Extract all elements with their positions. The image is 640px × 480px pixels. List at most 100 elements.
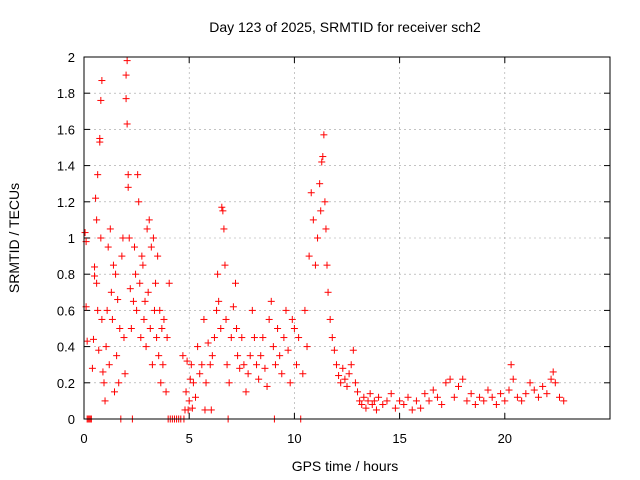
data-point	[146, 325, 154, 332]
data-point	[271, 361, 279, 369]
data-point	[240, 361, 248, 369]
data-point	[139, 261, 147, 269]
data-point	[83, 337, 91, 345]
data-point	[115, 379, 123, 387]
y-tick-label: 0	[68, 412, 75, 427]
data-point	[97, 96, 105, 104]
data-point	[215, 297, 223, 305]
data-point	[261, 364, 269, 372]
data-point	[165, 279, 173, 287]
data-point	[471, 401, 479, 409]
y-tick-label: 1.6	[57, 122, 75, 137]
data-point	[184, 406, 192, 414]
y-tick-label: 1.8	[57, 86, 75, 101]
data-point	[288, 315, 296, 323]
data-point	[202, 379, 210, 387]
data-point	[250, 334, 258, 342]
y-tick-label: 0.2	[57, 376, 75, 391]
data-point	[229, 303, 237, 311]
data-point	[148, 361, 156, 369]
data-point	[183, 357, 191, 365]
data-point	[321, 198, 329, 206]
data-point	[208, 352, 216, 360]
data-point	[99, 368, 107, 376]
data-point	[94, 171, 102, 179]
data-point	[335, 372, 343, 380]
data-point	[547, 375, 555, 383]
y-tick-label: 2	[68, 50, 75, 65]
data-point	[282, 306, 290, 314]
data-point	[160, 315, 168, 323]
data-point	[155, 352, 163, 360]
data-point	[118, 252, 126, 260]
data-point	[421, 390, 429, 398]
data-point	[97, 234, 105, 242]
data-point	[142, 343, 150, 351]
data-point	[543, 390, 551, 398]
data-point	[488, 393, 496, 401]
data-point	[125, 234, 133, 242]
data-point	[108, 315, 116, 323]
data-point	[234, 352, 242, 360]
x-tick-label: 15	[392, 431, 406, 446]
data-point	[417, 404, 425, 412]
data-point	[316, 180, 324, 188]
data-point	[92, 194, 100, 202]
data-point	[113, 352, 121, 360]
data-point	[484, 386, 492, 394]
y-axis-label: SRMTID / TECUs	[6, 183, 22, 293]
data-point	[107, 288, 115, 296]
data-point	[111, 388, 119, 396]
data-point	[530, 386, 538, 394]
data-point	[105, 361, 113, 369]
grid-lines	[84, 57, 610, 419]
data-point	[157, 379, 165, 387]
data-point	[93, 279, 101, 287]
data-point	[267, 297, 275, 305]
data-point	[412, 397, 420, 405]
data-point	[539, 382, 547, 390]
data-point	[159, 361, 167, 369]
data-point	[127, 325, 135, 332]
data-point	[246, 352, 254, 360]
data-point	[433, 393, 441, 401]
data-point	[201, 406, 209, 414]
y-tick-label: 1.2	[57, 195, 75, 210]
data-point	[135, 198, 143, 206]
data-point	[309, 216, 317, 224]
data-point	[360, 393, 368, 401]
data-point	[284, 346, 292, 354]
data-point	[278, 370, 286, 378]
data-point	[295, 334, 303, 342]
data-point	[238, 334, 246, 342]
data-point	[185, 397, 193, 405]
data-point	[101, 397, 109, 405]
data-point	[255, 375, 263, 383]
data-point	[354, 388, 362, 396]
data-point	[225, 379, 233, 387]
data-point	[93, 216, 101, 224]
data-point	[112, 270, 120, 278]
data-point	[257, 352, 265, 360]
data-point	[182, 388, 190, 396]
data-point	[116, 325, 124, 332]
data-point	[137, 334, 145, 342]
data-point	[244, 370, 252, 378]
data-point	[196, 370, 204, 378]
data-point	[152, 279, 160, 287]
data-point	[221, 261, 229, 269]
data-point	[89, 335, 97, 343]
data-point	[408, 406, 416, 414]
data-point	[362, 404, 370, 412]
data-point	[124, 183, 132, 191]
data-point	[123, 57, 131, 65]
data-point	[109, 261, 117, 269]
x-tick-label: 20	[498, 431, 512, 446]
data-point	[391, 404, 399, 412]
data-point	[207, 406, 215, 414]
data-point	[188, 404, 196, 412]
data-point	[387, 390, 395, 398]
data-point	[153, 334, 161, 342]
data-point	[429, 386, 437, 394]
data-point	[122, 95, 130, 103]
